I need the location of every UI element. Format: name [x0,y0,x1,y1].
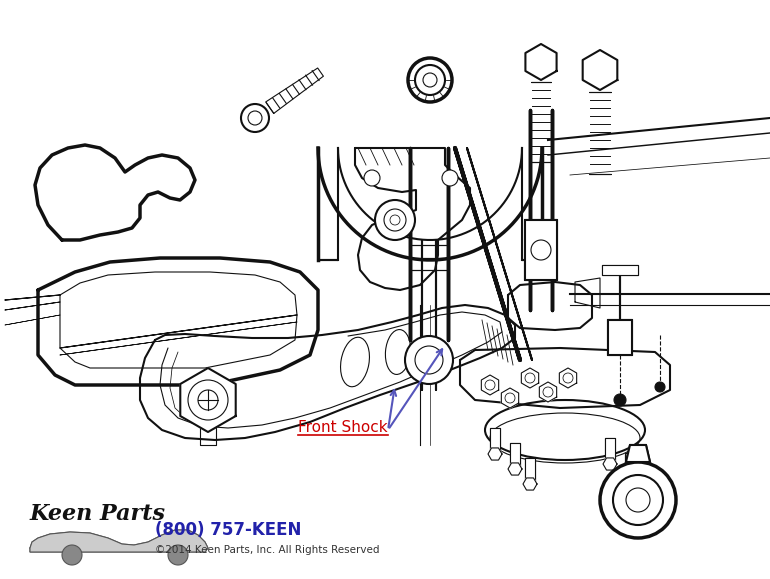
Polygon shape [583,50,618,90]
Polygon shape [490,428,500,452]
Circle shape [408,58,452,102]
Text: Keen Parts: Keen Parts [30,503,166,525]
Polygon shape [525,458,535,482]
Circle shape [364,170,380,186]
Polygon shape [603,458,617,470]
Polygon shape [539,382,557,402]
Circle shape [405,336,453,384]
Text: (800) 757-KEEN: (800) 757-KEEN [155,521,301,539]
Circle shape [241,104,269,132]
Polygon shape [425,62,435,72]
Polygon shape [481,375,499,395]
Polygon shape [559,368,577,388]
Polygon shape [501,388,519,408]
Circle shape [62,545,82,565]
Polygon shape [488,448,502,460]
Text: Front Shock: Front Shock [298,420,387,435]
Polygon shape [30,530,208,552]
Polygon shape [623,473,637,485]
Circle shape [614,394,626,406]
Circle shape [188,380,228,420]
Circle shape [375,200,415,240]
Text: ©2014 Keen Parts, Inc. All Rights Reserved: ©2014 Keen Parts, Inc. All Rights Reserv… [155,545,380,555]
Polygon shape [602,265,638,275]
Polygon shape [605,438,615,462]
Polygon shape [508,463,522,475]
Circle shape [655,382,665,392]
Polygon shape [525,220,557,280]
Polygon shape [626,445,650,462]
Polygon shape [510,443,520,467]
Circle shape [168,545,188,565]
Circle shape [600,462,676,538]
Polygon shape [525,44,557,80]
Polygon shape [180,368,236,432]
Polygon shape [625,453,635,477]
Polygon shape [523,478,537,490]
Polygon shape [521,368,539,388]
Circle shape [442,170,458,186]
Polygon shape [608,320,632,355]
